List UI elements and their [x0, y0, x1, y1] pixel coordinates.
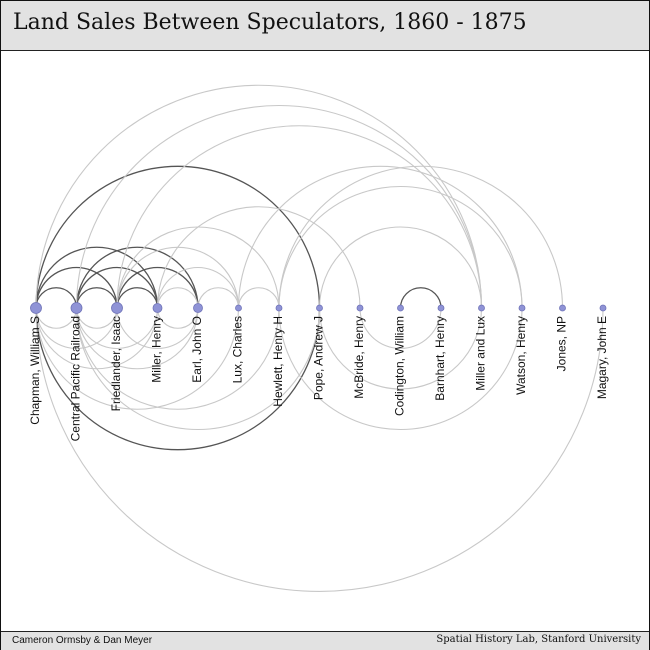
link-arc	[156, 266, 240, 309]
node-circle	[437, 304, 445, 312]
link-arc	[35, 307, 159, 370]
node-label: Friedlander, Isaac	[109, 316, 123, 411]
link-arc	[156, 307, 199, 329]
link-arc	[35, 307, 78, 329]
link-arc	[359, 307, 442, 350]
link-arc	[116, 287, 159, 309]
node-label: Miller, Henry	[150, 316, 164, 383]
link-arc	[75, 307, 280, 410]
link-arc	[237, 165, 523, 309]
node-circle	[478, 304, 485, 312]
node-label: Earl, John O	[190, 316, 204, 383]
link-arc	[156, 206, 361, 309]
title-bar: Land Sales Between Speculators, 1860 - 1…	[1, 1, 649, 51]
node-circle	[30, 302, 42, 314]
link-arc	[75, 307, 118, 329]
link-arc	[75, 307, 159, 350]
link-arc	[278, 185, 523, 309]
link-arc	[75, 104, 483, 309]
footer-credits: Cameron Ormsby & Dan Meyer	[12, 635, 153, 646]
link-arc	[35, 246, 159, 309]
node-circle	[518, 304, 526, 312]
link-arc	[35, 307, 240, 410]
link-arc	[318, 226, 483, 309]
arcs-above-group	[35, 84, 564, 309]
link-arc	[116, 125, 483, 309]
link-arc	[318, 307, 483, 390]
node-circle	[152, 303, 163, 313]
footer-institution: Spatial History Lab, Stanford University	[436, 634, 641, 645]
nodes-group	[30, 302, 607, 314]
node-label: Magary, John E	[595, 316, 609, 399]
node-circle	[599, 304, 607, 312]
node-circle	[193, 303, 203, 313]
page-title: Land Sales Between Speculators, 1860 - 1…	[13, 10, 527, 35]
link-arc	[75, 307, 199, 370]
node-circle	[111, 302, 123, 314]
link-arc	[278, 307, 523, 431]
link-arc	[116, 307, 199, 350]
node-label: Watson, Henry	[514, 316, 528, 395]
link-arc	[35, 307, 604, 593]
arcs-below-group	[35, 307, 604, 593]
node-label: Codington, William	[393, 316, 407, 416]
link-arc	[35, 84, 483, 309]
node-label: Barnhart, Henry	[433, 316, 447, 401]
link-arc	[75, 307, 321, 431]
node-label: Hewlett, Henry H	[271, 316, 285, 407]
link-arc	[237, 287, 280, 309]
link-arc	[35, 287, 78, 309]
node-circle	[235, 304, 242, 312]
node-label: Central Pacific Railroad	[69, 316, 83, 441]
link-arc	[35, 165, 321, 309]
link-arc	[75, 246, 199, 309]
link-arc	[116, 266, 199, 309]
labels-group: Chapman, William S Central Pacific Railro…	[28, 316, 609, 441]
node-label: Lux, Charles	[231, 316, 245, 383]
link-arc	[156, 287, 199, 309]
node-label: McBride, Henry	[352, 316, 366, 399]
link-arc	[75, 287, 118, 309]
link-arc	[35, 266, 118, 309]
node-circle	[70, 302, 83, 314]
node-circle	[397, 304, 404, 312]
link-arc	[35, 307, 118, 350]
link-arc	[197, 287, 240, 309]
node-circle	[559, 304, 566, 312]
link-arc	[75, 266, 159, 309]
node-label: Chapman, William S	[28, 316, 42, 425]
node-circle	[275, 304, 283, 312]
node-label: Pope, Andrew J	[312, 316, 326, 400]
node-circle	[316, 304, 323, 312]
node-circle	[356, 304, 364, 312]
node-label: Miller and Lux	[474, 316, 488, 391]
link-arc	[278, 165, 564, 309]
node-label: Jones, NP	[555, 316, 569, 371]
footer-bar: Cameron Ormsby & Dan Meyer Spatial Histo…	[1, 631, 649, 650]
link-arc	[399, 287, 442, 309]
link-arc	[35, 307, 321, 451]
